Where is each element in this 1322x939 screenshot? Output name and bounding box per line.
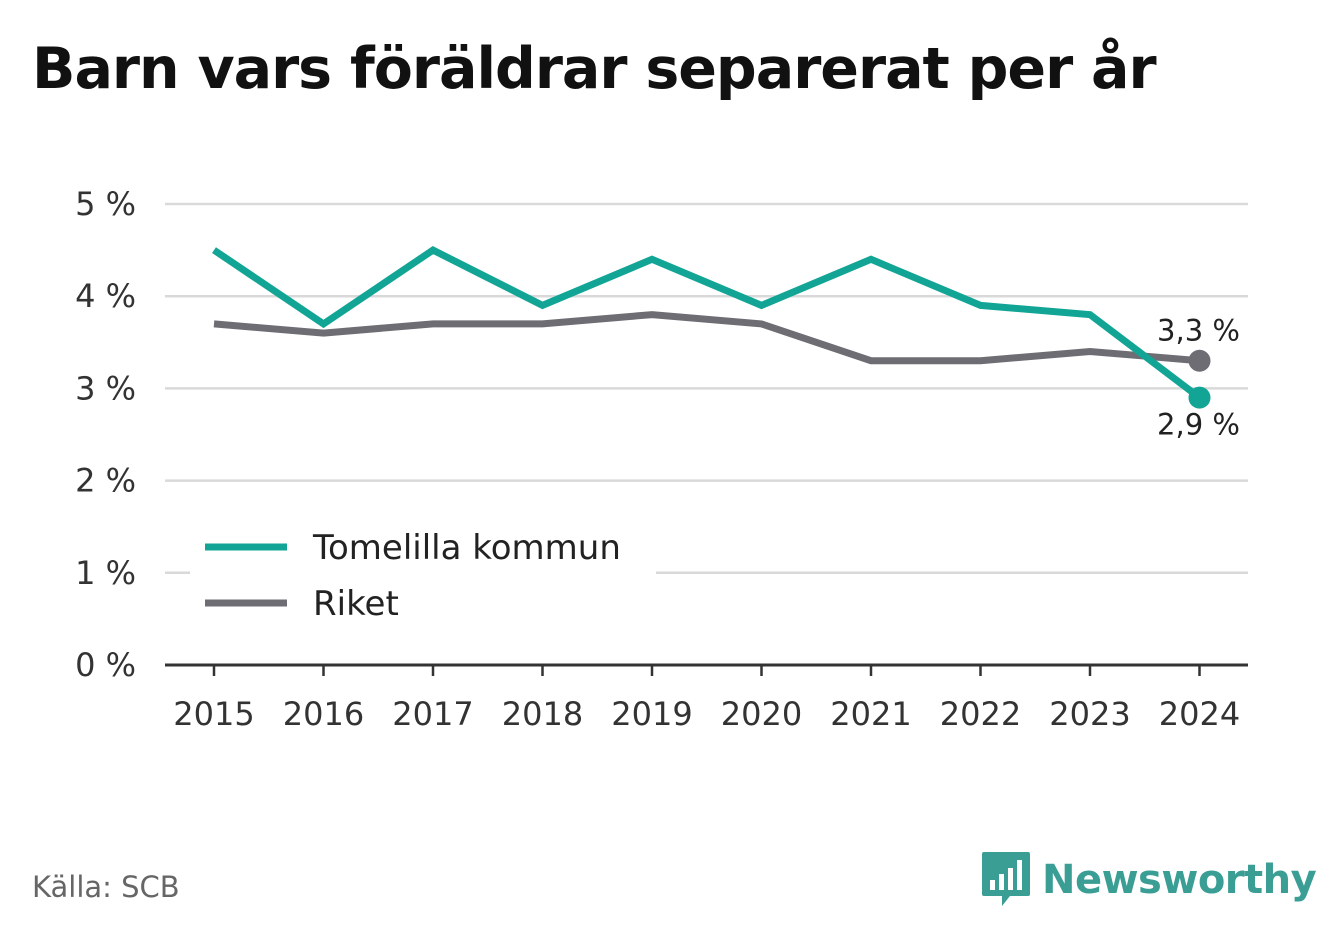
x-tick-label: 2016 bbox=[283, 695, 364, 733]
series-end-point-0 bbox=[1188, 386, 1211, 409]
y-tick-label: 1 % bbox=[75, 554, 136, 592]
x-axis-tick-labels: 2015 2016 2017 2018 2019 2020 2021 2022 2023 2024 bbox=[173, 695, 1240, 733]
x-axis bbox=[165, 663, 1248, 676]
brand-name: Newsworthy bbox=[1042, 857, 1317, 903]
x-tick-label: 2017 bbox=[392, 695, 473, 733]
end-value-label: 3,3 % bbox=[1157, 314, 1240, 348]
x-tick-label: 2019 bbox=[611, 695, 692, 733]
y-tick-label: 0 % bbox=[75, 646, 136, 684]
chart-title: Barn vars föräldrar separerat per år bbox=[32, 36, 1157, 102]
grid-lines bbox=[165, 202, 1248, 575]
y-axis-tick-labels: 0 % 1 % 2 % 3 % 4 % 5 % bbox=[75, 185, 136, 684]
bar-chart-speech-bubble-icon bbox=[982, 852, 1030, 906]
x-tick-label: 2018 bbox=[502, 695, 583, 733]
series-lines bbox=[212, 246, 1211, 409]
x-tick-label: 2023 bbox=[1049, 695, 1130, 733]
y-tick-label: 2 % bbox=[75, 462, 136, 500]
y-tick-label: 5 % bbox=[75, 185, 136, 223]
brand-logo: Newsworthy bbox=[980, 850, 1317, 910]
x-tick-label: 2015 bbox=[173, 695, 254, 733]
x-tick-label: 2021 bbox=[830, 695, 911, 733]
end-value-label: 2,9 % bbox=[1157, 408, 1240, 442]
y-tick-label: 3 % bbox=[75, 369, 136, 407]
legend-label: Riket bbox=[313, 584, 399, 624]
series-end-point-1 bbox=[1188, 349, 1211, 372]
legend-label: Tomelilla kommun bbox=[312, 528, 621, 568]
series-line-0 bbox=[212, 246, 1202, 401]
y-tick-label: 4 % bbox=[75, 277, 136, 315]
x-tick-label: 2022 bbox=[940, 695, 1021, 733]
series-line-1 bbox=[213, 311, 1200, 365]
x-tick-label: 2020 bbox=[721, 695, 802, 733]
source-note: Källa: SCB bbox=[32, 870, 180, 904]
x-tick-label: 2024 bbox=[1159, 695, 1240, 733]
legend: Tomelilla kommun Riket bbox=[190, 518, 656, 624]
end-value-labels: 3,3 % 2,9 % bbox=[1157, 314, 1240, 442]
